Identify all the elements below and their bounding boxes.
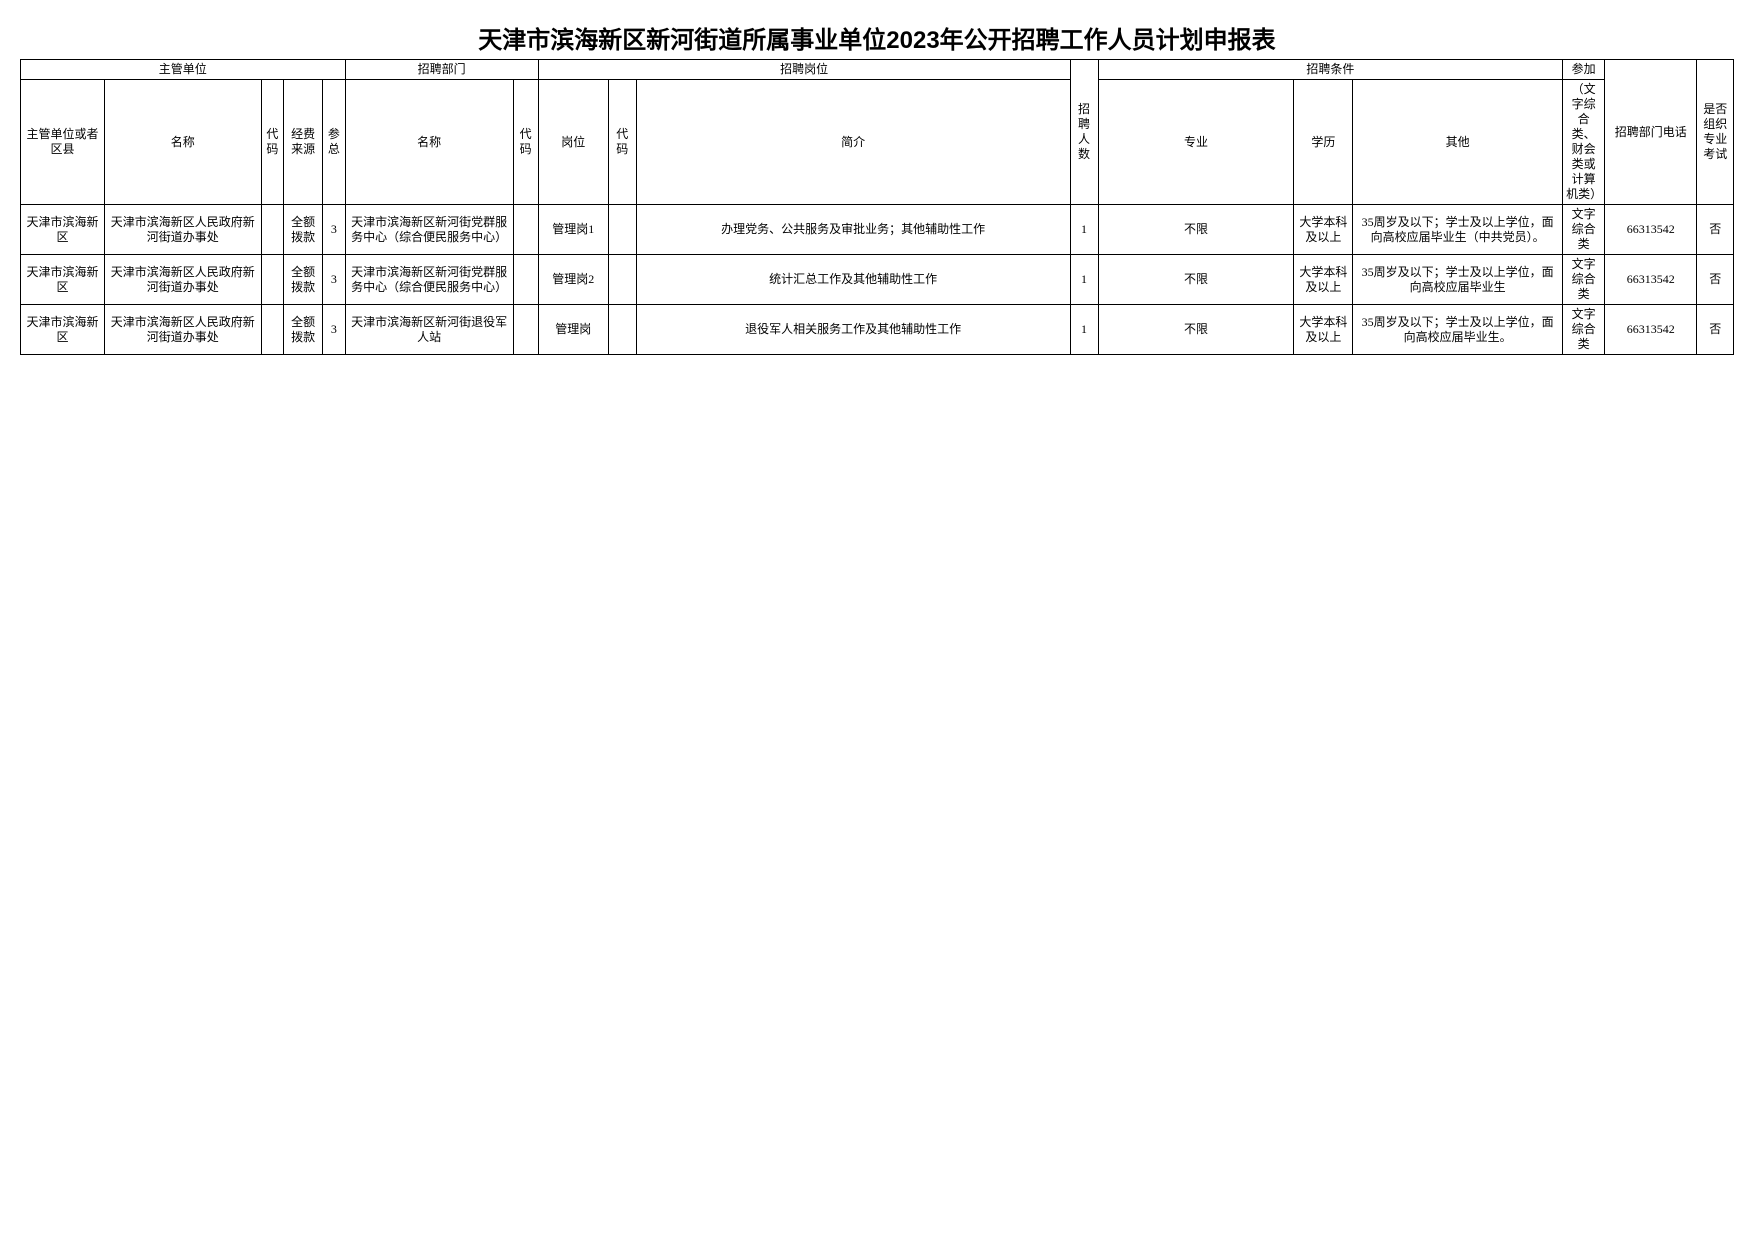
grp-conditions: 招聘条件	[1098, 60, 1563, 80]
hdr-edu: 学历	[1294, 80, 1353, 205]
cell	[513, 305, 538, 355]
cell: 否	[1697, 205, 1734, 255]
hdr-deptname: 名称	[345, 80, 513, 205]
cell: 管理岗1	[538, 205, 608, 255]
cell: 1	[1070, 305, 1098, 355]
cell: 天津市滨海新区新河街退役军人站	[345, 305, 513, 355]
cell	[261, 255, 283, 305]
cell: 35周岁及以下；学士及以上学位，面向高校应届毕业生	[1353, 255, 1563, 305]
hdr-phone: 招聘部门电话	[1605, 60, 1697, 205]
cell: 管理岗2	[538, 255, 608, 305]
cell: 3	[323, 255, 345, 305]
cell: 天津市滨海新区	[21, 205, 105, 255]
cell	[513, 205, 538, 255]
cell: 35周岁及以下；学士及以上学位，面向高校应届毕业生（中共党员）。	[1353, 205, 1563, 255]
cell: 管理岗	[538, 305, 608, 355]
cell: 统计汇总工作及其他辅助性工作	[636, 255, 1070, 305]
cell	[608, 305, 636, 355]
cell	[261, 305, 283, 355]
cell: 3	[323, 305, 345, 355]
cell: 否	[1697, 255, 1734, 305]
cell	[608, 205, 636, 255]
hdr-count: 招聘人数	[1070, 60, 1098, 205]
cell: 文字综合类	[1563, 205, 1605, 255]
cell: 天津市滨海新区	[21, 305, 105, 355]
cell: 66313542	[1605, 255, 1697, 305]
cell: 1	[1070, 255, 1098, 305]
hdr-total: 参总	[323, 80, 345, 205]
cell: 1	[1070, 205, 1098, 255]
cell: 全额拨款	[284, 255, 323, 305]
header-row: 主管单位或者区县 名称 代码 经费来源 参总 名称 代码 岗位 代码 简介 专业…	[21, 80, 1734, 205]
cell: 不限	[1098, 205, 1294, 255]
hdr-code1: 代码	[261, 80, 283, 205]
cell: 35周岁及以下；学士及以上学位，面向高校应届毕业生。	[1353, 305, 1563, 355]
hdr-code2: 代码	[513, 80, 538, 205]
grp-supervisor: 主管单位	[21, 60, 346, 80]
cell: 不限	[1098, 305, 1294, 355]
table-row: 天津市滨海新区 天津市滨海新区人民政府新河街道办事处 全额拨款 3 天津市滨海新…	[21, 255, 1734, 305]
hdr-post: 岗位	[538, 80, 608, 205]
cell: 天津市滨海新区新河街党群服务中心（综合便民服务中心）	[345, 205, 513, 255]
cell: 文字综合类	[1563, 305, 1605, 355]
table-body: 天津市滨海新区 天津市滨海新区人民政府新河街道办事处 全额拨款 3 天津市滨海新…	[21, 205, 1734, 355]
cell: 办理党务、公共服务及审批业务；其他辅助性工作	[636, 205, 1070, 255]
page-title: 天津市滨海新区新河街道所属事业单位2023年公开招聘工作人员计划申报表	[20, 20, 1734, 55]
hdr-district: 主管单位或者区县	[21, 80, 105, 205]
grp-department: 招聘部门	[345, 60, 538, 80]
cell	[513, 255, 538, 305]
hdr-intro: 简介	[636, 80, 1070, 205]
cell: 文字综合类	[1563, 255, 1605, 305]
cell: 大学本科及以上	[1294, 205, 1353, 255]
cell: 天津市滨海新区人民政府新河街道办事处	[104, 305, 261, 355]
cell: 天津市滨海新区人民政府新河街道办事处	[104, 255, 261, 305]
hdr-examtype: （文字综合类、财会类或计算机类）	[1563, 80, 1605, 205]
cell: 否	[1697, 305, 1734, 355]
cell: 大学本科及以上	[1294, 305, 1353, 355]
cell: 大学本科及以上	[1294, 255, 1353, 305]
cell: 3	[323, 205, 345, 255]
cell	[608, 255, 636, 305]
cell: 全额拨款	[284, 205, 323, 255]
header-group-row: 主管单位 招聘部门 招聘岗位 招聘人数 招聘条件 参加 招聘部门电话 是否组织专…	[21, 60, 1734, 80]
hdr-name: 名称	[104, 80, 261, 205]
grp-position: 招聘岗位	[538, 60, 1070, 80]
table-row: 天津市滨海新区 天津市滨海新区人民政府新河街道办事处 全额拨款 3 天津市滨海新…	[21, 205, 1734, 255]
cell: 天津市滨海新区新河街党群服务中心（综合便民服务中心）	[345, 255, 513, 305]
hdr-proexam: 是否组织专业考试	[1697, 60, 1734, 205]
cell: 退役军人相关服务工作及其他辅助性工作	[636, 305, 1070, 355]
cell: 天津市滨海新区	[21, 255, 105, 305]
grp-exam: 参加	[1563, 60, 1605, 80]
cell: 天津市滨海新区人民政府新河街道办事处	[104, 205, 261, 255]
table-row: 天津市滨海新区 天津市滨海新区人民政府新河街道办事处 全额拨款 3 天津市滨海新…	[21, 305, 1734, 355]
cell: 不限	[1098, 255, 1294, 305]
hdr-code3: 代码	[608, 80, 636, 205]
cell	[261, 205, 283, 255]
cell: 全额拨款	[284, 305, 323, 355]
cell: 66313542	[1605, 305, 1697, 355]
hdr-major: 专业	[1098, 80, 1294, 205]
recruitment-table: 主管单位 招聘部门 招聘岗位 招聘人数 招聘条件 参加 招聘部门电话 是否组织专…	[20, 59, 1734, 355]
hdr-fund: 经费来源	[284, 80, 323, 205]
hdr-other: 其他	[1353, 80, 1563, 205]
table-head: 主管单位 招聘部门 招聘岗位 招聘人数 招聘条件 参加 招聘部门电话 是否组织专…	[21, 60, 1734, 205]
cell: 66313542	[1605, 205, 1697, 255]
